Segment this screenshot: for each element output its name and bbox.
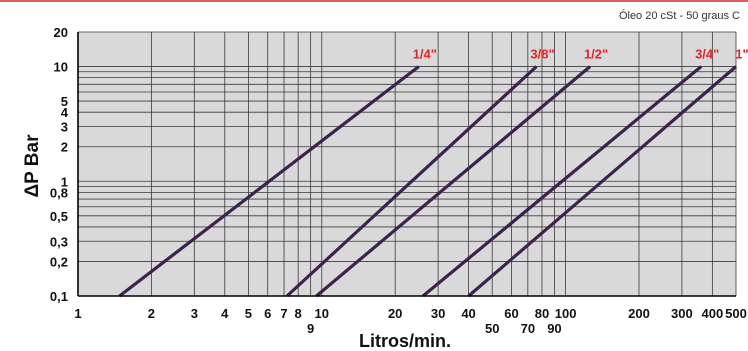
x-tick-label: 2	[148, 306, 155, 321]
x-gridlines	[150, 32, 737, 296]
x-tick-label: 1	[74, 306, 81, 321]
series-line-2	[315, 65, 592, 298]
y-tick-label: 4	[61, 105, 69, 120]
series-line-4	[467, 65, 738, 298]
y-tick-label: 1	[61, 174, 68, 189]
y-tick-label: 0,2	[50, 254, 68, 269]
x-tick-label: 6	[264, 306, 271, 321]
x-tick-label: 400	[702, 306, 724, 321]
series-label-2: 1/2"	[584, 47, 608, 62]
y-tick-label: 0,8	[50, 185, 68, 200]
y-tick-label: 2	[61, 140, 68, 155]
series-label-1: 3/8"	[530, 47, 554, 62]
y-tick-label: 5	[61, 94, 68, 109]
x-tick-label: 70	[521, 321, 535, 336]
series-lines	[118, 65, 738, 298]
series-line-1	[285, 65, 538, 298]
x-tick-label: 40	[461, 306, 475, 321]
series-label-4: 1"	[735, 47, 748, 62]
x-tick-label: 500	[725, 306, 747, 321]
x-tick-label: 50	[485, 321, 499, 336]
top-accent-line	[0, 0, 748, 2]
y-tick-label: 3	[61, 120, 68, 135]
y-tick-labels: 0,1 0,2 0,3 0,5 0,81 2 345 10 20	[50, 25, 69, 304]
y-tick-label: 0,3	[50, 234, 68, 249]
x-tick-label: 5	[245, 306, 252, 321]
x-tick-label: 3	[191, 306, 198, 321]
x-tick-label: 9	[307, 321, 314, 336]
y-tick-label: 10	[54, 60, 68, 75]
axes	[77, 32, 736, 297]
x-tick-label: 10	[315, 306, 329, 321]
x-tick-label: 4	[221, 306, 229, 321]
x-tick-label: 30	[431, 306, 445, 321]
series-labels: 1/4" 3/8" 1/2" 3/4" 1"	[413, 47, 748, 62]
y-tick-label: 0,5	[50, 209, 68, 224]
x-tick-label: 100	[555, 306, 577, 321]
x-tick-label: 60	[504, 306, 518, 321]
series-line-3	[421, 65, 703, 298]
x-tick-label: 200	[628, 306, 650, 321]
series-label-0: 1/4"	[413, 47, 437, 62]
series-label-3: 3/4"	[695, 47, 719, 62]
x-tick-label: 20	[388, 306, 402, 321]
x-tick-label: 300	[671, 306, 693, 321]
condition-note: Óleo 20 cSt - 50 graus C	[619, 9, 740, 22]
y-tick-label: 0,1	[50, 289, 68, 304]
x-axis-label: Litros/min.	[359, 331, 451, 351]
x-tick-label: 8	[295, 306, 302, 321]
y-gridlines	[78, 31, 736, 262]
y-tick-label: 20	[54, 25, 68, 40]
y-axis-label: ΔP Bar	[22, 134, 43, 198]
x-tick-label: 7	[280, 306, 287, 321]
x-tick-label: 80	[535, 306, 549, 321]
x-tick-label: 90	[547, 321, 561, 336]
series-line-0	[118, 65, 420, 298]
